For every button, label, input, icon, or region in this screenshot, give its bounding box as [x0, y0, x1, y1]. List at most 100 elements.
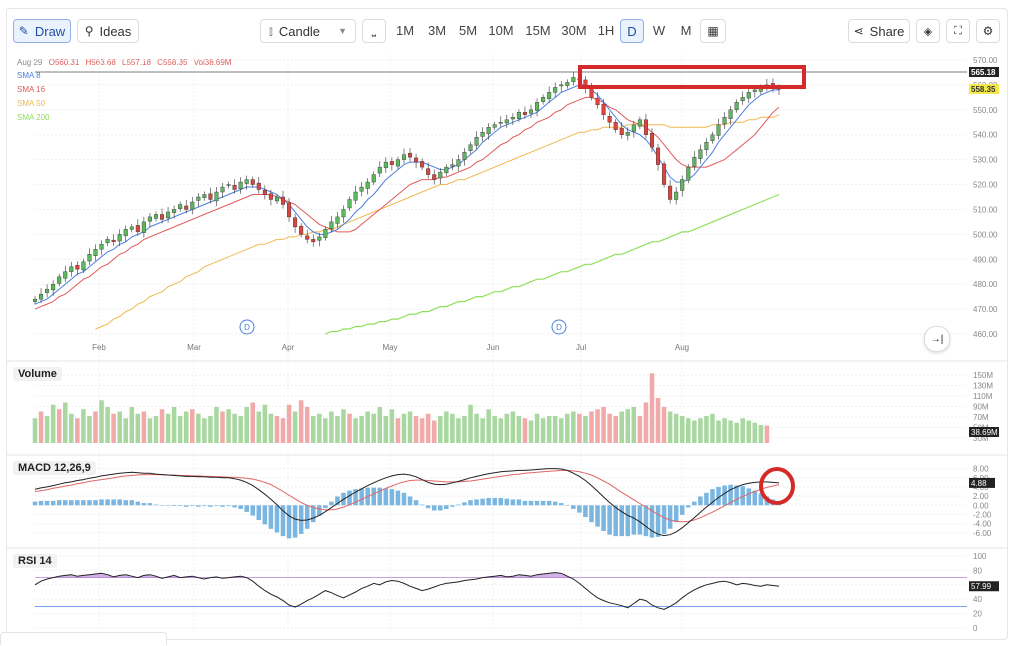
candle-body — [347, 199, 352, 209]
tag-button[interactable]: ◈ — [916, 19, 940, 43]
candle-body — [649, 133, 654, 148]
bulb-icon: ⚲ — [84, 24, 94, 38]
ohlc-date: Aug 29 — [17, 58, 43, 67]
candle-body — [153, 214, 158, 219]
macd-histogram-bar — [238, 505, 243, 509]
macd-histogram-bar — [752, 490, 758, 506]
macd-histogram-bar — [111, 499, 116, 506]
volume-bar — [516, 416, 522, 443]
volume-bar — [87, 416, 92, 443]
candle-body — [63, 271, 68, 279]
volume-bar — [486, 409, 491, 443]
candle-body — [190, 201, 195, 210]
candle-body — [75, 265, 80, 270]
macd-histogram-bar — [171, 505, 177, 507]
candle-body — [166, 211, 171, 219]
share-icon: ⋖ — [853, 24, 864, 38]
volume-tick-label: 90M — [973, 403, 989, 412]
volume-bar — [686, 418, 691, 443]
share-button[interactable]: ⋖ Share — [848, 19, 910, 43]
timeframe-w[interactable]: W — [652, 23, 666, 38]
rsi-overbought-fill — [543, 573, 550, 578]
candle-body — [734, 102, 739, 111]
share-label: Share — [869, 23, 905, 39]
timeframe-15m[interactable]: 15M — [525, 23, 551, 38]
macd-histogram-bar — [56, 500, 62, 506]
time-tick-label: May — [382, 343, 397, 352]
timeframe-3m[interactable]: 3M — [427, 23, 447, 38]
macd-tick-label: -6.00 — [973, 529, 992, 538]
macd-histogram-bar — [480, 498, 485, 506]
macd-histogram-bar — [226, 505, 231, 507]
candle-body — [432, 174, 437, 180]
volume-bar — [716, 420, 721, 443]
macd-histogram-bar — [431, 505, 437, 511]
volume-bar — [62, 402, 68, 443]
timeframe-d[interactable]: D — [620, 19, 644, 43]
macd-histogram-bar — [613, 505, 618, 537]
timeframe-1h[interactable]: 1H — [597, 23, 615, 38]
chart-type-select[interactable]: ⫾ Candle ▼ — [260, 19, 356, 43]
candle-body — [625, 132, 630, 136]
candle-body — [686, 166, 691, 181]
candle-body — [559, 84, 564, 87]
macd-histogram-bar — [177, 505, 183, 507]
volume-bar — [419, 418, 425, 443]
collapse-button[interactable]: →| — [924, 326, 950, 352]
range-button[interactable]: ⎵ — [362, 19, 386, 43]
candle-body — [105, 239, 110, 244]
settings-button[interactable]: ⚙ — [976, 19, 1000, 43]
candle-body — [474, 137, 479, 146]
chevron-down-icon: ▼ — [338, 26, 347, 36]
candle-body — [740, 97, 745, 102]
macd-histogram-bar — [595, 505, 600, 527]
volume-bar — [698, 418, 703, 443]
fullscreen-button[interactable]: ⛶ — [946, 19, 970, 43]
macd-histogram-bar — [583, 505, 588, 518]
macd-histogram-bar — [631, 505, 637, 535]
candle-body — [450, 164, 455, 167]
ideas-label: Ideas — [99, 23, 132, 39]
volume-bar — [165, 413, 171, 443]
macd-histogram-bar — [280, 505, 286, 537]
ohlc-low: L557.18 — [122, 58, 151, 67]
volume-bar — [56, 409, 62, 443]
volume-bar — [32, 418, 38, 443]
volume-bar — [522, 418, 528, 443]
volume-bar — [607, 413, 612, 443]
timeframe-m[interactable]: M — [680, 23, 692, 38]
volume-bar — [214, 407, 219, 443]
timeframe-1m[interactable]: 1M — [395, 23, 415, 38]
macd-histogram-bar — [558, 503, 564, 506]
macd-histogram-bar — [214, 505, 219, 507]
macd-histogram-bar — [129, 500, 135, 506]
macd-histogram-bar — [546, 500, 552, 506]
timeframe-10m[interactable]: 10M — [488, 23, 514, 38]
timeframe-30m[interactable]: 30M — [561, 23, 587, 38]
volume-bar — [667, 411, 673, 443]
price-chart[interactable]: 570.00560.00550.00540.00530.00520.00510.… — [7, 9, 1007, 631]
draw-button[interactable]: ✎ Draw — [13, 19, 71, 43]
candle-body — [287, 202, 292, 218]
calendar-button[interactable]: ▦ — [700, 19, 726, 43]
volume-bar — [558, 418, 564, 443]
macd-histogram-bar — [69, 500, 74, 506]
macd-histogram-bar — [740, 486, 745, 506]
candle-body — [698, 149, 703, 159]
macd-histogram-bar — [93, 500, 98, 506]
volume-bar — [740, 418, 745, 443]
timeframe-5m[interactable]: 5M — [458, 23, 478, 38]
volume-bar — [177, 416, 183, 443]
macd-histogram-bar — [208, 505, 213, 507]
time-tick-label: Feb — [92, 343, 106, 352]
candle-body — [395, 159, 400, 167]
range-icon: ⎵ — [371, 24, 377, 37]
bottom-tab[interactable] — [0, 632, 167, 645]
volume-bar — [111, 413, 116, 443]
candle-body — [305, 235, 310, 240]
volume-bar — [383, 416, 389, 443]
ideas-button[interactable]: ⚲ Ideas — [77, 19, 139, 43]
macd-histogram-bar — [202, 505, 207, 507]
candle-body — [668, 185, 673, 200]
volume-bar — [353, 418, 358, 443]
